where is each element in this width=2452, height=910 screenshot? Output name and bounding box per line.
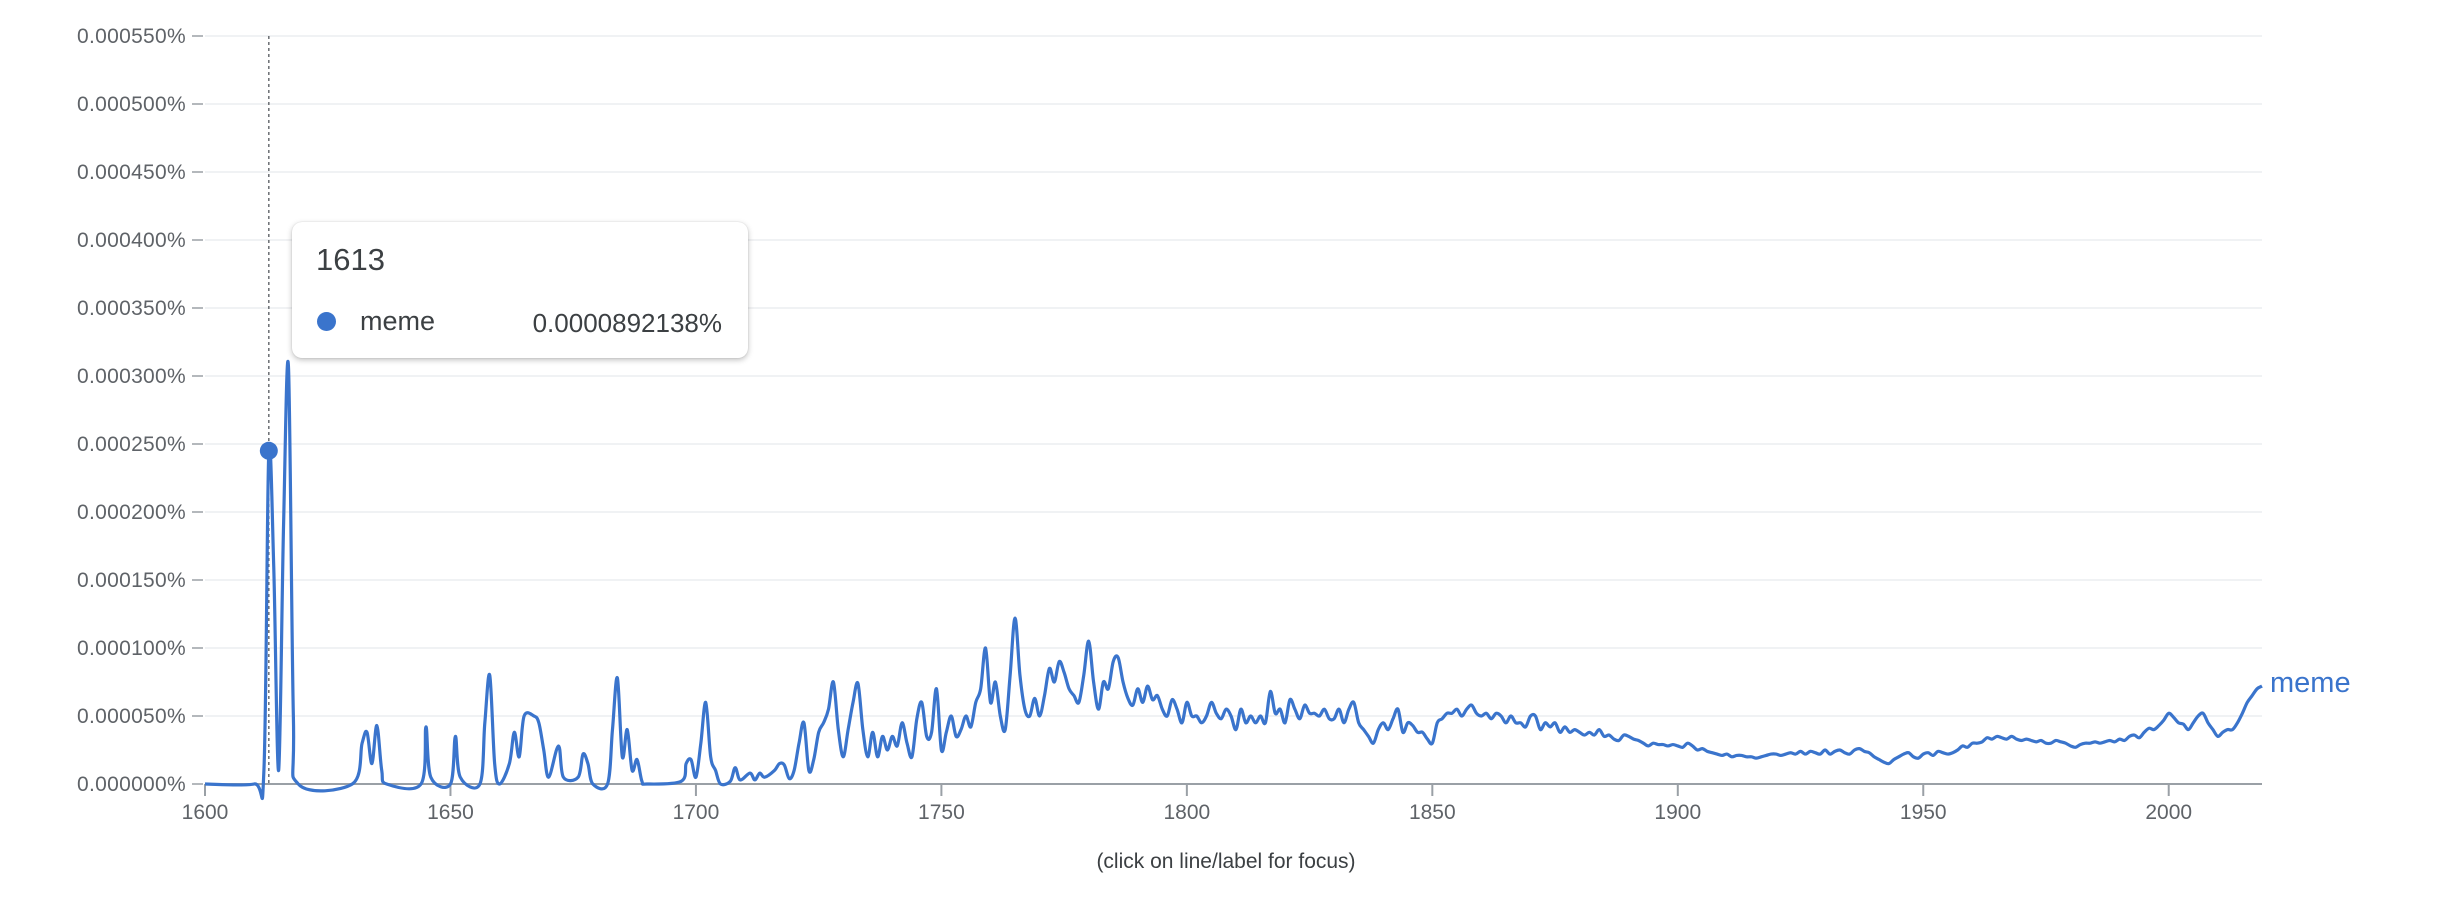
x-tick-label: 2000: [2145, 801, 2192, 824]
series-end-label[interactable]: meme: [2270, 667, 2351, 699]
focus-point-marker: [259, 441, 278, 460]
y-tick-label: 0.000450%: [77, 161, 186, 184]
chart-footnote: (click on line/label for focus): [1096, 850, 1356, 873]
x-tick-label: 1800: [1164, 801, 1211, 824]
y-tick-label: 0.000400%: [77, 229, 186, 252]
y-tick-label: 0.000550%: [77, 25, 186, 48]
tooltip-series-value: 0.0000892138%: [532, 308, 722, 338]
y-tick-label: 0.000200%: [77, 501, 186, 524]
y-tick-label: 0.000150%: [77, 569, 186, 592]
x-tick-label: 1700: [673, 801, 720, 824]
y-tick-label: 0.000250%: [77, 433, 186, 456]
x-tick-label: 1750: [918, 801, 965, 824]
hover-tooltip: 1613 meme 0.0000892138%: [292, 222, 748, 358]
y-tick-label: 0.000350%: [77, 297, 186, 320]
tooltip-series-dot: [317, 312, 336, 331]
grid-lines: [205, 35, 2262, 717]
x-tick-label: 1850: [1409, 801, 1456, 824]
x-tick-label: 1600: [182, 801, 229, 824]
y-axis: 0.000000% 0.000050% 0.000100% 0.000150% 0.00…: [77, 25, 203, 796]
series-line-meme[interactable]: [204, 359, 2263, 801]
x-axis: 1600 1650 1700 1750 1800 1850 1900 1950 2000: [182, 783, 2262, 824]
y-tick-label: 0.000300%: [77, 365, 186, 388]
x-tick-label: 1900: [1654, 801, 1701, 824]
tooltip-year: 1613: [316, 242, 385, 277]
x-tick-label: 1950: [1900, 801, 1947, 824]
y-tick-label: 0.000050%: [77, 705, 186, 728]
series-layer[interactable]: [204, 359, 2263, 801]
tooltip-series-name: meme: [360, 306, 436, 336]
y-tick-label: 0.000500%: [77, 93, 186, 116]
x-tick-label: 1650: [427, 801, 474, 824]
y-tick-label: 0.000000%: [77, 773, 186, 796]
y-tick-label: 0.000100%: [77, 637, 186, 660]
